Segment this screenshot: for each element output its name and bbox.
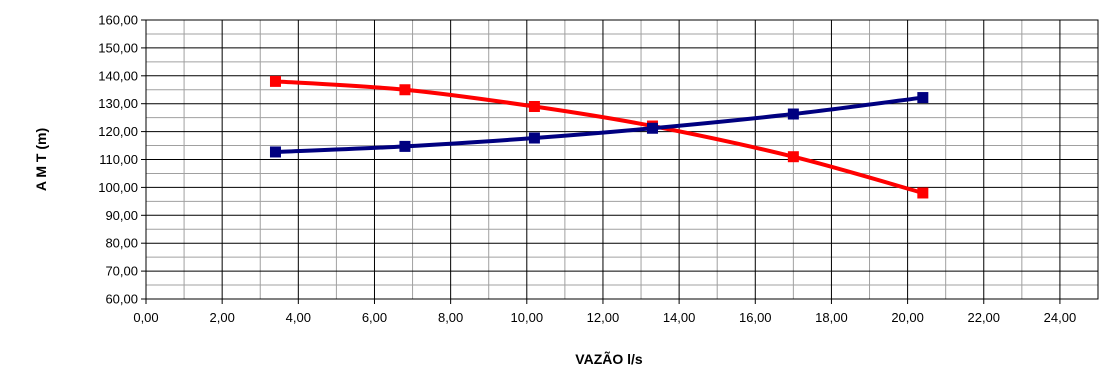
x-tick-label: 8,00 xyxy=(438,310,463,325)
y-tick-label: 140,00 xyxy=(98,68,138,83)
series-1-point xyxy=(269,75,281,87)
x-tick-label: 6,00 xyxy=(362,310,387,325)
y-tick-label: 160,00 xyxy=(98,13,138,28)
x-tick-label: 10,00 xyxy=(511,310,544,325)
y-tick-label: 120,00 xyxy=(98,124,138,139)
y-tick-label: 60,00 xyxy=(105,292,138,307)
x-axis-ticks: 0,00 2,00 4,00 6,00 8,00 10,00 12,00 14,00 16,00… xyxy=(133,299,1076,325)
x-axis-title: VAZÃO l/s xyxy=(575,350,643,367)
x-tick-label: 22,00 xyxy=(967,310,1000,325)
x-tick-label: 2,00 xyxy=(210,310,235,325)
y-axis-ticks: 60,00 70,00 80,00 90,00 100,00 110,00 120,00 13… xyxy=(98,13,146,307)
series-2-line xyxy=(275,95,924,154)
y-tick-label: 70,00 xyxy=(105,264,138,279)
series-1-point xyxy=(787,151,799,163)
y-axis-title: A M T (m) xyxy=(33,128,49,191)
y-tick-label: 110,00 xyxy=(99,152,138,167)
series-1-point xyxy=(528,100,540,112)
major-grid xyxy=(146,20,1098,299)
series-1-line xyxy=(275,79,924,195)
x-tick-label: 18,00 xyxy=(815,310,848,325)
series-2-point xyxy=(787,108,799,120)
series-2-point xyxy=(399,140,411,152)
x-tick-label: 24,00 xyxy=(1044,310,1077,325)
series-2-point xyxy=(646,122,658,134)
x-tick-label: 4,00 xyxy=(286,310,311,325)
series-2 xyxy=(269,92,929,158)
series-1-point xyxy=(917,187,929,199)
y-tick-label: 90,00 xyxy=(105,208,138,223)
series-1 xyxy=(269,75,929,199)
x-tick-label: 0,00 xyxy=(133,310,158,325)
series-layer xyxy=(269,75,929,199)
x-tick-label: 20,00 xyxy=(891,310,924,325)
x-tick-label: 16,00 xyxy=(739,310,772,325)
y-tick-label: 80,00 xyxy=(105,236,138,251)
y-tick-label: 150,00 xyxy=(98,40,138,55)
series-1-point xyxy=(399,84,411,96)
x-tick-label: 14,00 xyxy=(663,310,696,325)
y-tick-label: 130,00 xyxy=(98,96,138,111)
x-tick-label: 12,00 xyxy=(587,310,620,325)
series-2-point xyxy=(917,92,929,104)
series-2-point xyxy=(528,132,540,144)
series-2-point xyxy=(269,146,281,158)
minor-grid xyxy=(146,20,1098,299)
y-tick-label: 100,00 xyxy=(98,180,138,195)
